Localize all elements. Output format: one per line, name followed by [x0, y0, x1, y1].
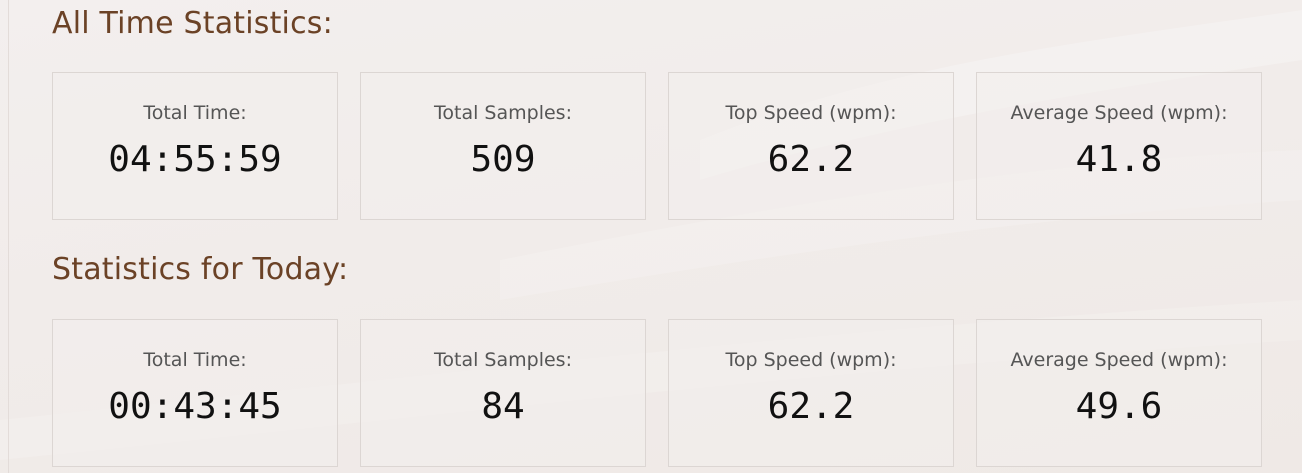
stat-value: 84 — [481, 386, 525, 427]
left-divider — [8, 0, 9, 473]
all-time-statistics-section: All Time Statistics: Total Time: 04:55:5… — [52, 4, 1262, 224]
stat-label: Total Samples: — [434, 349, 572, 371]
stat-cards: Total Time: 04:55:59 Total Samples: 509 … — [52, 72, 1262, 220]
stat-label: Total Time: — [143, 102, 247, 124]
section-title: Statistics for Today: — [52, 252, 349, 287]
stat-card-total-samples: Total Samples: 509 — [360, 72, 646, 220]
stat-label: Top Speed (wpm): — [725, 349, 897, 371]
section-title: All Time Statistics: — [52, 6, 333, 41]
stat-value: 00:43:45 — [108, 386, 282, 427]
stat-card-total-time: Total Time: 04:55:59 — [52, 72, 338, 220]
stat-value: 509 — [470, 139, 536, 180]
stat-label: Top Speed (wpm): — [725, 102, 897, 124]
stat-value: 04:55:59 — [108, 139, 282, 180]
stat-value: 41.8 — [1075, 139, 1163, 180]
stat-label: Average Speed (wpm): — [1010, 349, 1228, 371]
stat-card-total-samples: Total Samples: 84 — [360, 319, 646, 467]
stat-value: 62.2 — [767, 386, 855, 427]
stat-value: 62.2 — [767, 139, 855, 180]
today-statistics-section: Statistics for Today: Total Time: 00:43:… — [52, 250, 1262, 470]
stat-label: Total Time: — [143, 349, 247, 371]
stat-value: 49.6 — [1075, 386, 1163, 427]
stat-card-average-speed: Average Speed (wpm): 41.8 — [976, 72, 1262, 220]
stat-card-average-speed: Average Speed (wpm): 49.6 — [976, 319, 1262, 467]
stat-cards: Total Time: 00:43:45 Total Samples: 84 T… — [52, 319, 1262, 467]
stat-card-top-speed: Top Speed (wpm): 62.2 — [668, 72, 954, 220]
stat-label: Average Speed (wpm): — [1010, 102, 1228, 124]
stat-label: Total Samples: — [434, 102, 572, 124]
stat-card-top-speed: Top Speed (wpm): 62.2 — [668, 319, 954, 467]
stat-card-total-time: Total Time: 00:43:45 — [52, 319, 338, 467]
